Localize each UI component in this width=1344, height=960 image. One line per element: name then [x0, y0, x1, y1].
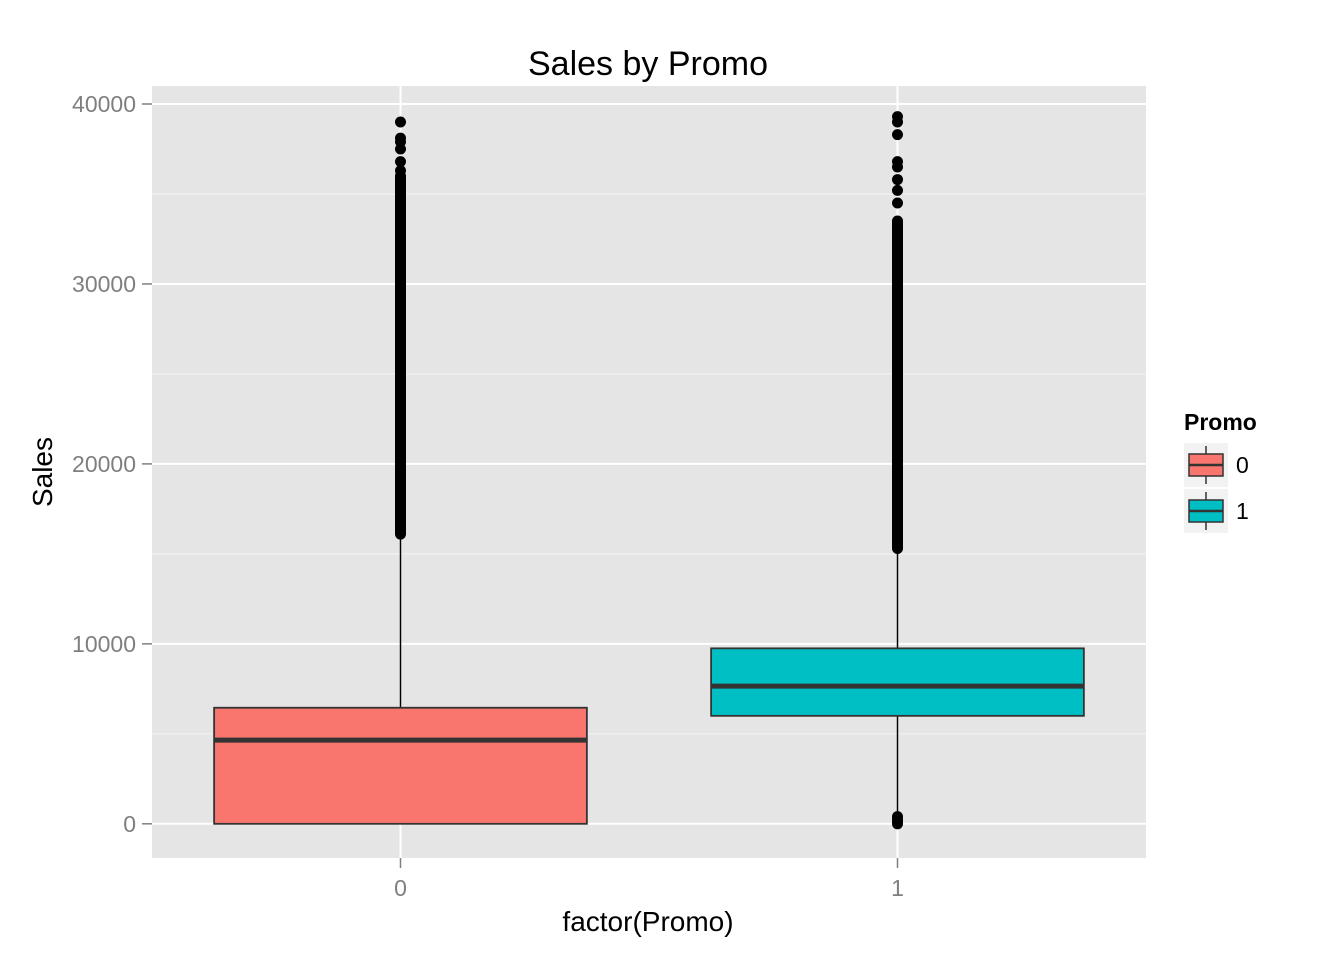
boxplots: [213, 111, 1085, 830]
legend-item-0: 0: [1184, 443, 1249, 487]
outlier-point: [892, 111, 903, 123]
legend-label: 1: [1236, 498, 1249, 524]
legend-label: 0: [1236, 452, 1249, 478]
outlier-point: [892, 184, 903, 196]
x-axis-title: factor(Promo): [562, 906, 733, 937]
x-tick-label: 0: [394, 875, 407, 901]
boxplot-1: [710, 111, 1085, 830]
outlier-point: [395, 132, 406, 144]
boxplot-0: [213, 116, 588, 825]
y-tick-label: 10000: [72, 631, 136, 657]
outlier-point: [395, 156, 406, 168]
outlier-point: [892, 174, 903, 186]
y-tick-label: 30000: [72, 271, 136, 297]
y-tick-label: 20000: [72, 451, 136, 477]
outlier-point: [892, 197, 903, 209]
y-axis: 0 10000 20000 30000 40000: [72, 91, 152, 837]
outlier-point: [892, 811, 903, 823]
legend-item-1: 1: [1184, 489, 1249, 533]
outlier-point: [892, 129, 903, 141]
legend: Promo 0 1: [1184, 409, 1257, 533]
legend-title: Promo: [1184, 409, 1257, 435]
chart-title: Sales by Promo: [528, 45, 768, 83]
outlier-point: [395, 116, 406, 128]
outlier-point: [892, 156, 903, 168]
x-tick-label: 1: [891, 875, 904, 901]
y-tick-label: 40000: [72, 91, 136, 117]
y-tick-label: 0: [123, 811, 136, 837]
box: [213, 706, 588, 825]
outlier-point: [395, 165, 406, 177]
y-axis-title: Sales: [27, 437, 58, 507]
box: [710, 647, 1085, 717]
